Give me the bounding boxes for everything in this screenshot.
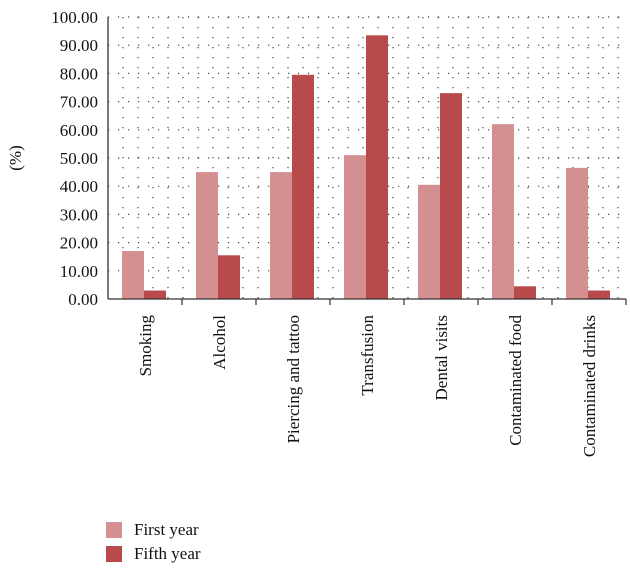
bar-first-year (344, 155, 366, 299)
x-tick-label: Contaminated food (506, 315, 525, 446)
bar-fifth-year (514, 286, 536, 299)
legend-label-first-year: First year (134, 520, 199, 539)
y-tick-label: 90.00 (60, 36, 98, 55)
y-tick-label: 20.00 (60, 234, 98, 253)
legend-item-fifth-year: Fifth year (106, 542, 201, 566)
legend-swatch-fifth-year (106, 546, 122, 562)
legend-item-first-year: First year (106, 518, 201, 542)
y-tick-label: 70.00 (60, 93, 98, 112)
y-axis-label: (%) (6, 145, 25, 170)
bar-fifth-year (366, 35, 388, 300)
legend: First year Fifth year (106, 518, 201, 566)
bar-fifth-year (588, 290, 610, 299)
y-tick-labels: 0.00 10.00 20.00 30.00 40.00 50.00 60.00 70.00 8… (51, 8, 98, 309)
x-tick-label: Transfusion (358, 315, 377, 396)
bar-fifth-year (292, 74, 314, 299)
bar-first-year (270, 172, 292, 299)
axes (107, 17, 626, 300)
y-tick-label: 60.00 (60, 121, 98, 140)
y-tick-label: 100.00 (51, 8, 98, 27)
legend-swatch-first-year (106, 522, 122, 538)
y-tick-label: 80.00 (60, 64, 98, 83)
bar-fifth-year (218, 255, 240, 299)
x-tick-labels: Smoking Alcohol Piercing and tattoo Transfu… (136, 299, 627, 457)
legend-label-fifth-year: Fifth year (134, 544, 201, 563)
bar-first-year (492, 124, 514, 299)
x-tick-label: Contaminated drinks (580, 315, 599, 457)
y-tick-label: 40.00 (60, 177, 98, 196)
x-tick-label: Dental visits (432, 315, 451, 400)
y-tick-label: 0.00 (68, 290, 98, 309)
bar-fifth-year (440, 93, 462, 299)
bar-first-year (418, 184, 440, 299)
y-tick-label: 50.00 (60, 149, 98, 168)
y-tick-label: 30.00 (60, 205, 98, 224)
x-tick-label: Smoking (136, 315, 155, 377)
bar-first-year (196, 172, 218, 299)
x-tick-label: Alcohol (210, 315, 229, 370)
bar-fifth-year (144, 290, 166, 299)
y-tick-label: 10.00 (60, 262, 98, 281)
bar-first-year (122, 251, 144, 299)
bars (122, 35, 610, 300)
bar-first-year (566, 167, 588, 299)
x-tick-label: Piercing and tattoo (284, 315, 303, 443)
